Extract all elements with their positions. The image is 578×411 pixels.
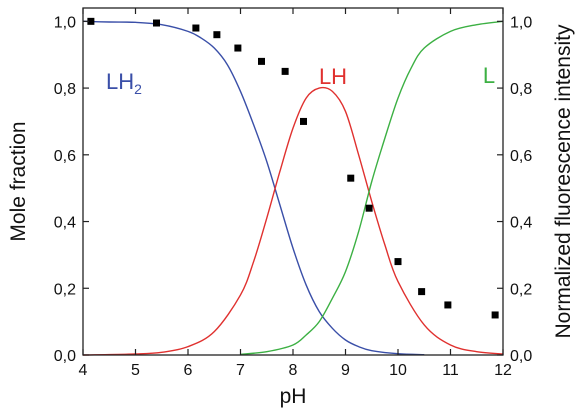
x-tick-label: 10: [389, 362, 407, 379]
y-tick-label-right: 0,6: [510, 148, 532, 165]
curve-lh: [82, 86, 504, 356]
data-point: [213, 31, 221, 39]
data-point: [365, 204, 373, 212]
tick-labels: 4 5 6 7 8 9 10 11 120,0 0,00,2 0,20,4 0,40,6 0,60,8 0…: [54, 14, 533, 379]
series-label-lh2: LH2: [106, 69, 142, 97]
series-label-lh: LH: [319, 64, 347, 89]
y-tick-label-left: 0,6: [54, 148, 76, 165]
y-axis-title-right: Normalized fluorescence intensity: [552, 24, 575, 338]
x-tick-label: 8: [289, 362, 298, 379]
plot-frame: [82, 7, 504, 356]
y-tick-label-left: 0,0: [54, 348, 76, 365]
plot-lines: [82, 20, 504, 356]
x-tick-label: 5: [131, 362, 140, 379]
x-tick-label: 11: [442, 362, 459, 379]
data-point: [418, 288, 426, 296]
data-point: [87, 17, 95, 25]
data-point: [300, 117, 307, 125]
data-point: [192, 24, 200, 32]
data-point: [281, 67, 289, 75]
y-tick-label-right: 1,0: [510, 14, 532, 31]
data-point: [234, 44, 242, 52]
y-tick-label-right: 0,8: [510, 81, 532, 98]
curve-l: [240, 20, 504, 356]
y-tick-label-right: 0,2: [510, 281, 532, 298]
axis-ticks: [82, 8, 504, 356]
y-tick-label-right: 0,0: [510, 348, 532, 365]
data-point: [491, 311, 499, 319]
y-axis-title-left: Mole fraction: [7, 121, 30, 241]
series-labels: LH2 LH L: [106, 63, 495, 97]
y-tick-label-left: 0,8: [54, 81, 76, 98]
y-tick-label-right: 0,4: [510, 215, 532, 232]
series-label-l: L: [483, 63, 495, 88]
x-tick-label: 6: [184, 362, 193, 379]
y-tick-label-left: 0,4: [54, 215, 76, 232]
x-axis-title: pH: [280, 385, 307, 408]
y-tick-label-left: 1,0: [54, 14, 76, 31]
y-tick-label-left: 0,2: [54, 281, 76, 298]
data-point: [153, 19, 160, 27]
x-tick-label: 7: [236, 362, 245, 379]
data-point: [347, 174, 355, 182]
x-tick-label: 12: [494, 362, 512, 379]
plot-points: [87, 17, 499, 319]
curve-lh2: [82, 20, 425, 356]
x-tick-label: 9: [341, 362, 350, 379]
x-tick-label: 4: [79, 362, 88, 379]
data-point: [258, 57, 265, 65]
data-point: [444, 301, 452, 309]
data-point: [394, 258, 402, 266]
